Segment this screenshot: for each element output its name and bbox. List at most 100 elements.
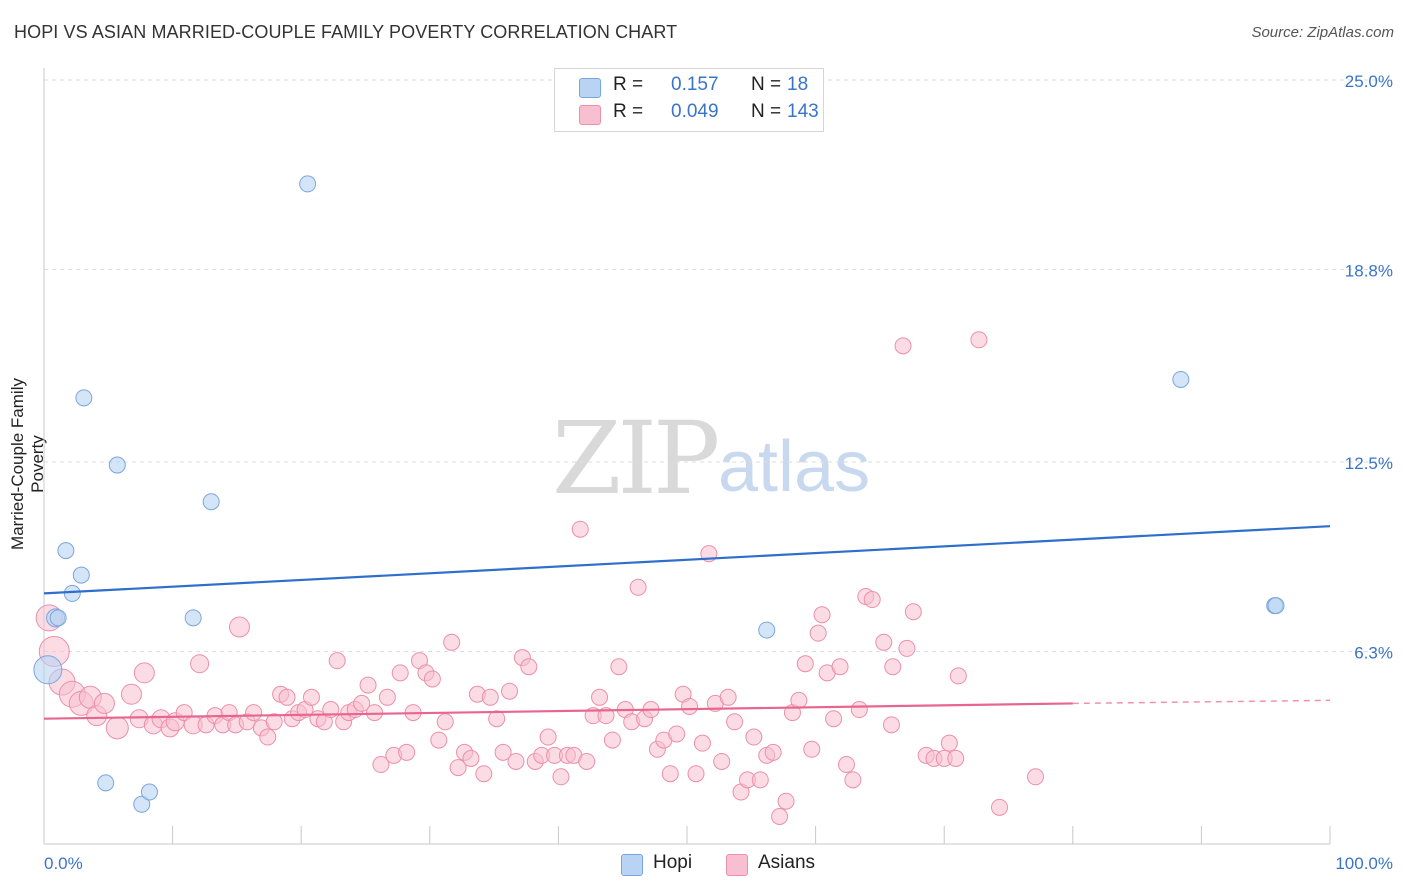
hopi-trend-line	[43, 525, 1331, 595]
hopi-point	[299, 175, 317, 193]
asians-point	[430, 731, 448, 749]
chart-title: HOPI VS ASIAN MARRIED-COUPLE FAMILY POVE…	[14, 22, 678, 42]
asians-point	[726, 713, 744, 731]
asians-points	[35, 331, 1045, 825]
trend-lines	[43, 525, 1331, 720]
hopi-point	[33, 655, 63, 685]
asians-point	[898, 639, 916, 657]
hopi-point	[97, 774, 115, 792]
hopi-point	[1172, 370, 1190, 388]
asians-trend-extension	[1072, 699, 1331, 705]
asians-point	[423, 670, 441, 688]
x-tick-label: 0.0%	[44, 854, 83, 873]
hopi-point	[202, 493, 220, 511]
asians-point	[947, 749, 965, 767]
asians-point	[436, 713, 454, 731]
asians-point	[771, 807, 789, 825]
asians-point	[372, 756, 390, 774]
asians-legend-swatch	[726, 854, 748, 876]
asians-point	[813, 606, 831, 624]
asians-point	[488, 710, 506, 728]
asians-point	[539, 728, 557, 746]
asians-point	[507, 752, 525, 770]
watermark-zip: ZIP	[552, 400, 720, 517]
asians-point	[591, 688, 609, 706]
asians-point	[884, 658, 902, 676]
asians-point	[745, 728, 763, 746]
asians-point	[850, 701, 868, 719]
asians-point	[552, 768, 570, 786]
asians-point	[328, 652, 346, 670]
legend-hopi-r-value: 0.157	[671, 74, 719, 95]
legend-asians-r-label: R =	[613, 101, 644, 122]
asians-point	[777, 792, 795, 810]
hopi-point	[133, 795, 151, 813]
asians-point	[190, 654, 210, 674]
legend-asians-r-value: 0.049	[671, 101, 719, 122]
asians-point	[597, 707, 615, 725]
asians-point	[825, 710, 843, 728]
asians-point	[837, 756, 855, 774]
asians-point	[578, 752, 596, 770]
hopi-point	[63, 584, 81, 602]
hopi-point	[184, 609, 202, 627]
asians-point	[790, 691, 808, 709]
hopi-point	[1267, 597, 1285, 615]
asians-point	[629, 578, 647, 596]
asians-point	[278, 688, 296, 706]
legend-hopi-r-label: R =	[613, 74, 644, 95]
hopi-points	[33, 175, 1285, 813]
legend-asians-n-label: N =	[751, 101, 782, 122]
y-tick-label: 12.5%	[1345, 454, 1393, 473]
asians-point	[751, 771, 769, 789]
asians-point	[668, 725, 686, 743]
asians-point	[443, 633, 461, 651]
legend-hopi-n-label: N =	[751, 74, 782, 95]
tick-labels: 6.3% 12.5% 18.8% 25.0% 0.0% 100.0%	[44, 72, 1393, 873]
hopi-point	[49, 609, 67, 627]
asians-point	[105, 716, 129, 740]
asians-point	[133, 662, 155, 684]
asians-point	[681, 697, 699, 715]
source-label: Source: ZipAtlas.com	[1251, 24, 1394, 41]
asians-point	[764, 743, 782, 761]
hopi-point	[57, 542, 75, 560]
y-tick-label: 25.0%	[1345, 72, 1393, 91]
asians-point	[904, 603, 922, 621]
hopi-point	[758, 621, 776, 639]
asians-point	[844, 771, 862, 789]
asians-trend-line	[43, 702, 1073, 720]
asians-point	[875, 633, 893, 651]
asians-point	[719, 688, 737, 706]
asians-point	[378, 688, 396, 706]
asians-point	[449, 759, 467, 777]
asians-point	[494, 743, 512, 761]
asians-point	[353, 694, 371, 712]
asians-point	[713, 752, 731, 770]
asians-point	[949, 667, 967, 685]
asians-point	[894, 337, 912, 355]
asians-point	[693, 734, 711, 752]
asians-point	[359, 676, 377, 694]
asians-point	[809, 624, 827, 642]
watermark-atlas: atlas	[718, 427, 871, 507]
asians-point	[265, 713, 283, 731]
asians-point	[990, 798, 1008, 816]
hopi-point	[72, 566, 90, 584]
grid-lines	[44, 79, 1394, 652]
asians-swatch	[579, 105, 601, 125]
hopi-point	[108, 456, 126, 474]
y-tick-label: 6.3%	[1354, 643, 1393, 662]
asians-point	[302, 688, 320, 706]
asians-point	[481, 688, 499, 706]
asians-point	[1027, 768, 1045, 786]
asians-legend-label: Asians	[758, 852, 816, 873]
asians-point	[520, 658, 538, 676]
asians-point	[462, 749, 480, 767]
asians-point	[228, 616, 250, 638]
asians-point	[398, 743, 416, 761]
x-tick-label: 100.0%	[1335, 854, 1393, 873]
hopi-swatch	[579, 78, 601, 98]
asians-point	[831, 658, 849, 676]
